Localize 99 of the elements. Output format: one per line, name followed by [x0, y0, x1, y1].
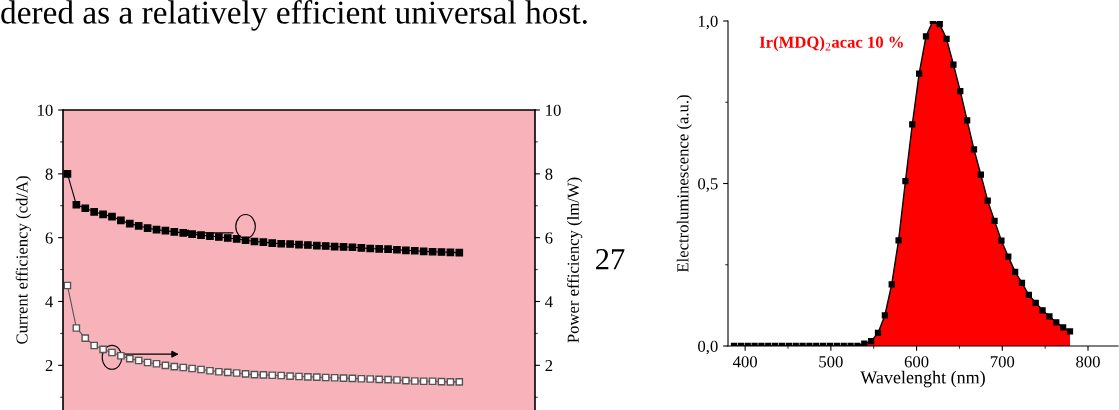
point: [419, 377, 428, 386]
point: [393, 245, 401, 254]
y-axis-title: Current efficiency (cd/A): [15, 176, 32, 344]
point: [339, 243, 348, 251]
point: [117, 216, 125, 225]
point: [304, 372, 312, 381]
point: [402, 246, 410, 255]
y-tick-label: 0,5: [698, 178, 718, 192]
point: [170, 228, 179, 236]
point: [63, 170, 72, 178]
point: [295, 240, 303, 249]
point: [241, 236, 250, 245]
point: [393, 376, 401, 384]
point: [384, 245, 392, 253]
point: [375, 245, 383, 253]
y-tick-label: 2: [45, 360, 53, 372]
point: [152, 359, 161, 368]
point: [232, 235, 241, 243]
point: [304, 241, 312, 249]
point: [143, 224, 152, 232]
point: [152, 225, 161, 234]
point: [197, 365, 205, 374]
y2-axis-title: Power efficiency (lm/W): [566, 177, 583, 343]
x-tick-label: 700: [990, 356, 1015, 368]
y-tick-label: 10: [38, 104, 53, 116]
y-tick-label: 1,0: [698, 15, 718, 30]
point: [125, 219, 134, 228]
point: [134, 356, 143, 365]
point: [428, 247, 437, 256]
point: [437, 248, 446, 256]
point: [206, 366, 214, 375]
point: [134, 222, 143, 230]
point: [90, 341, 98, 350]
point: [72, 200, 81, 209]
point: [232, 369, 241, 377]
point: [410, 246, 419, 255]
y2-tick-label: 10: [546, 104, 561, 116]
point: [268, 371, 277, 380]
point: [241, 370, 250, 378]
point: [99, 210, 107, 219]
y2-tick-label: 8: [545, 168, 553, 180]
point: [321, 373, 330, 382]
x-tick-label: 600: [904, 356, 929, 368]
point: [366, 244, 375, 253]
point: [455, 248, 464, 257]
y2-tick-label: 6: [545, 232, 553, 244]
point: [125, 354, 134, 363]
point: [259, 371, 268, 379]
point: [402, 376, 410, 385]
text: dered as a relatively efficient universal host.: [1, 0, 587, 31]
point: [108, 212, 116, 221]
point: [268, 239, 277, 247]
point: [357, 244, 366, 252]
point: [286, 372, 294, 380]
point: [339, 374, 348, 382]
point: [312, 373, 321, 381]
point: [366, 375, 375, 383]
x-tick-label: 800: [1076, 356, 1100, 368]
point: [259, 238, 268, 246]
point: [161, 361, 170, 370]
y-tick-label: 6: [45, 232, 53, 244]
point: [295, 372, 303, 381]
point: [277, 239, 286, 248]
y2-tick-label: 4: [545, 296, 553, 308]
x-tick-label: 400: [732, 356, 758, 368]
point: [223, 234, 232, 242]
point: [81, 204, 90, 213]
point: [188, 364, 196, 373]
x-tick-label: 500: [819, 356, 843, 368]
point: [72, 324, 81, 332]
point: [312, 241, 321, 250]
point: [384, 375, 392, 384]
point: [410, 377, 419, 385]
y-tick-label: 4: [45, 296, 54, 308]
y-tick-label: 0,0: [698, 340, 718, 355]
point: [277, 371, 286, 380]
point: [223, 368, 232, 377]
point: [357, 374, 366, 383]
y2-tick-label: 2: [545, 360, 553, 372]
point: [321, 242, 330, 250]
point: [215, 233, 223, 241]
y-axis-title: Electroluminescence (a.u.): [676, 95, 692, 273]
y-tick-label: 8: [45, 168, 53, 180]
series-label: Ir(MDQ)$_{2}$acac 10 %: [759, 36, 903, 52]
point: [215, 367, 223, 376]
point: [117, 351, 125, 360]
point: [375, 375, 383, 384]
text: 27: [596, 249, 625, 270]
point: [446, 378, 455, 386]
x-axis-title: Wavelenght (nm): [860, 370, 985, 388]
point: [90, 207, 98, 216]
point: [99, 345, 107, 354]
point: [455, 378, 464, 386]
point: [330, 373, 339, 382]
point: [428, 377, 437, 386]
point: [179, 363, 188, 372]
point: [348, 243, 357, 252]
point: [286, 240, 294, 248]
point: [81, 334, 90, 343]
